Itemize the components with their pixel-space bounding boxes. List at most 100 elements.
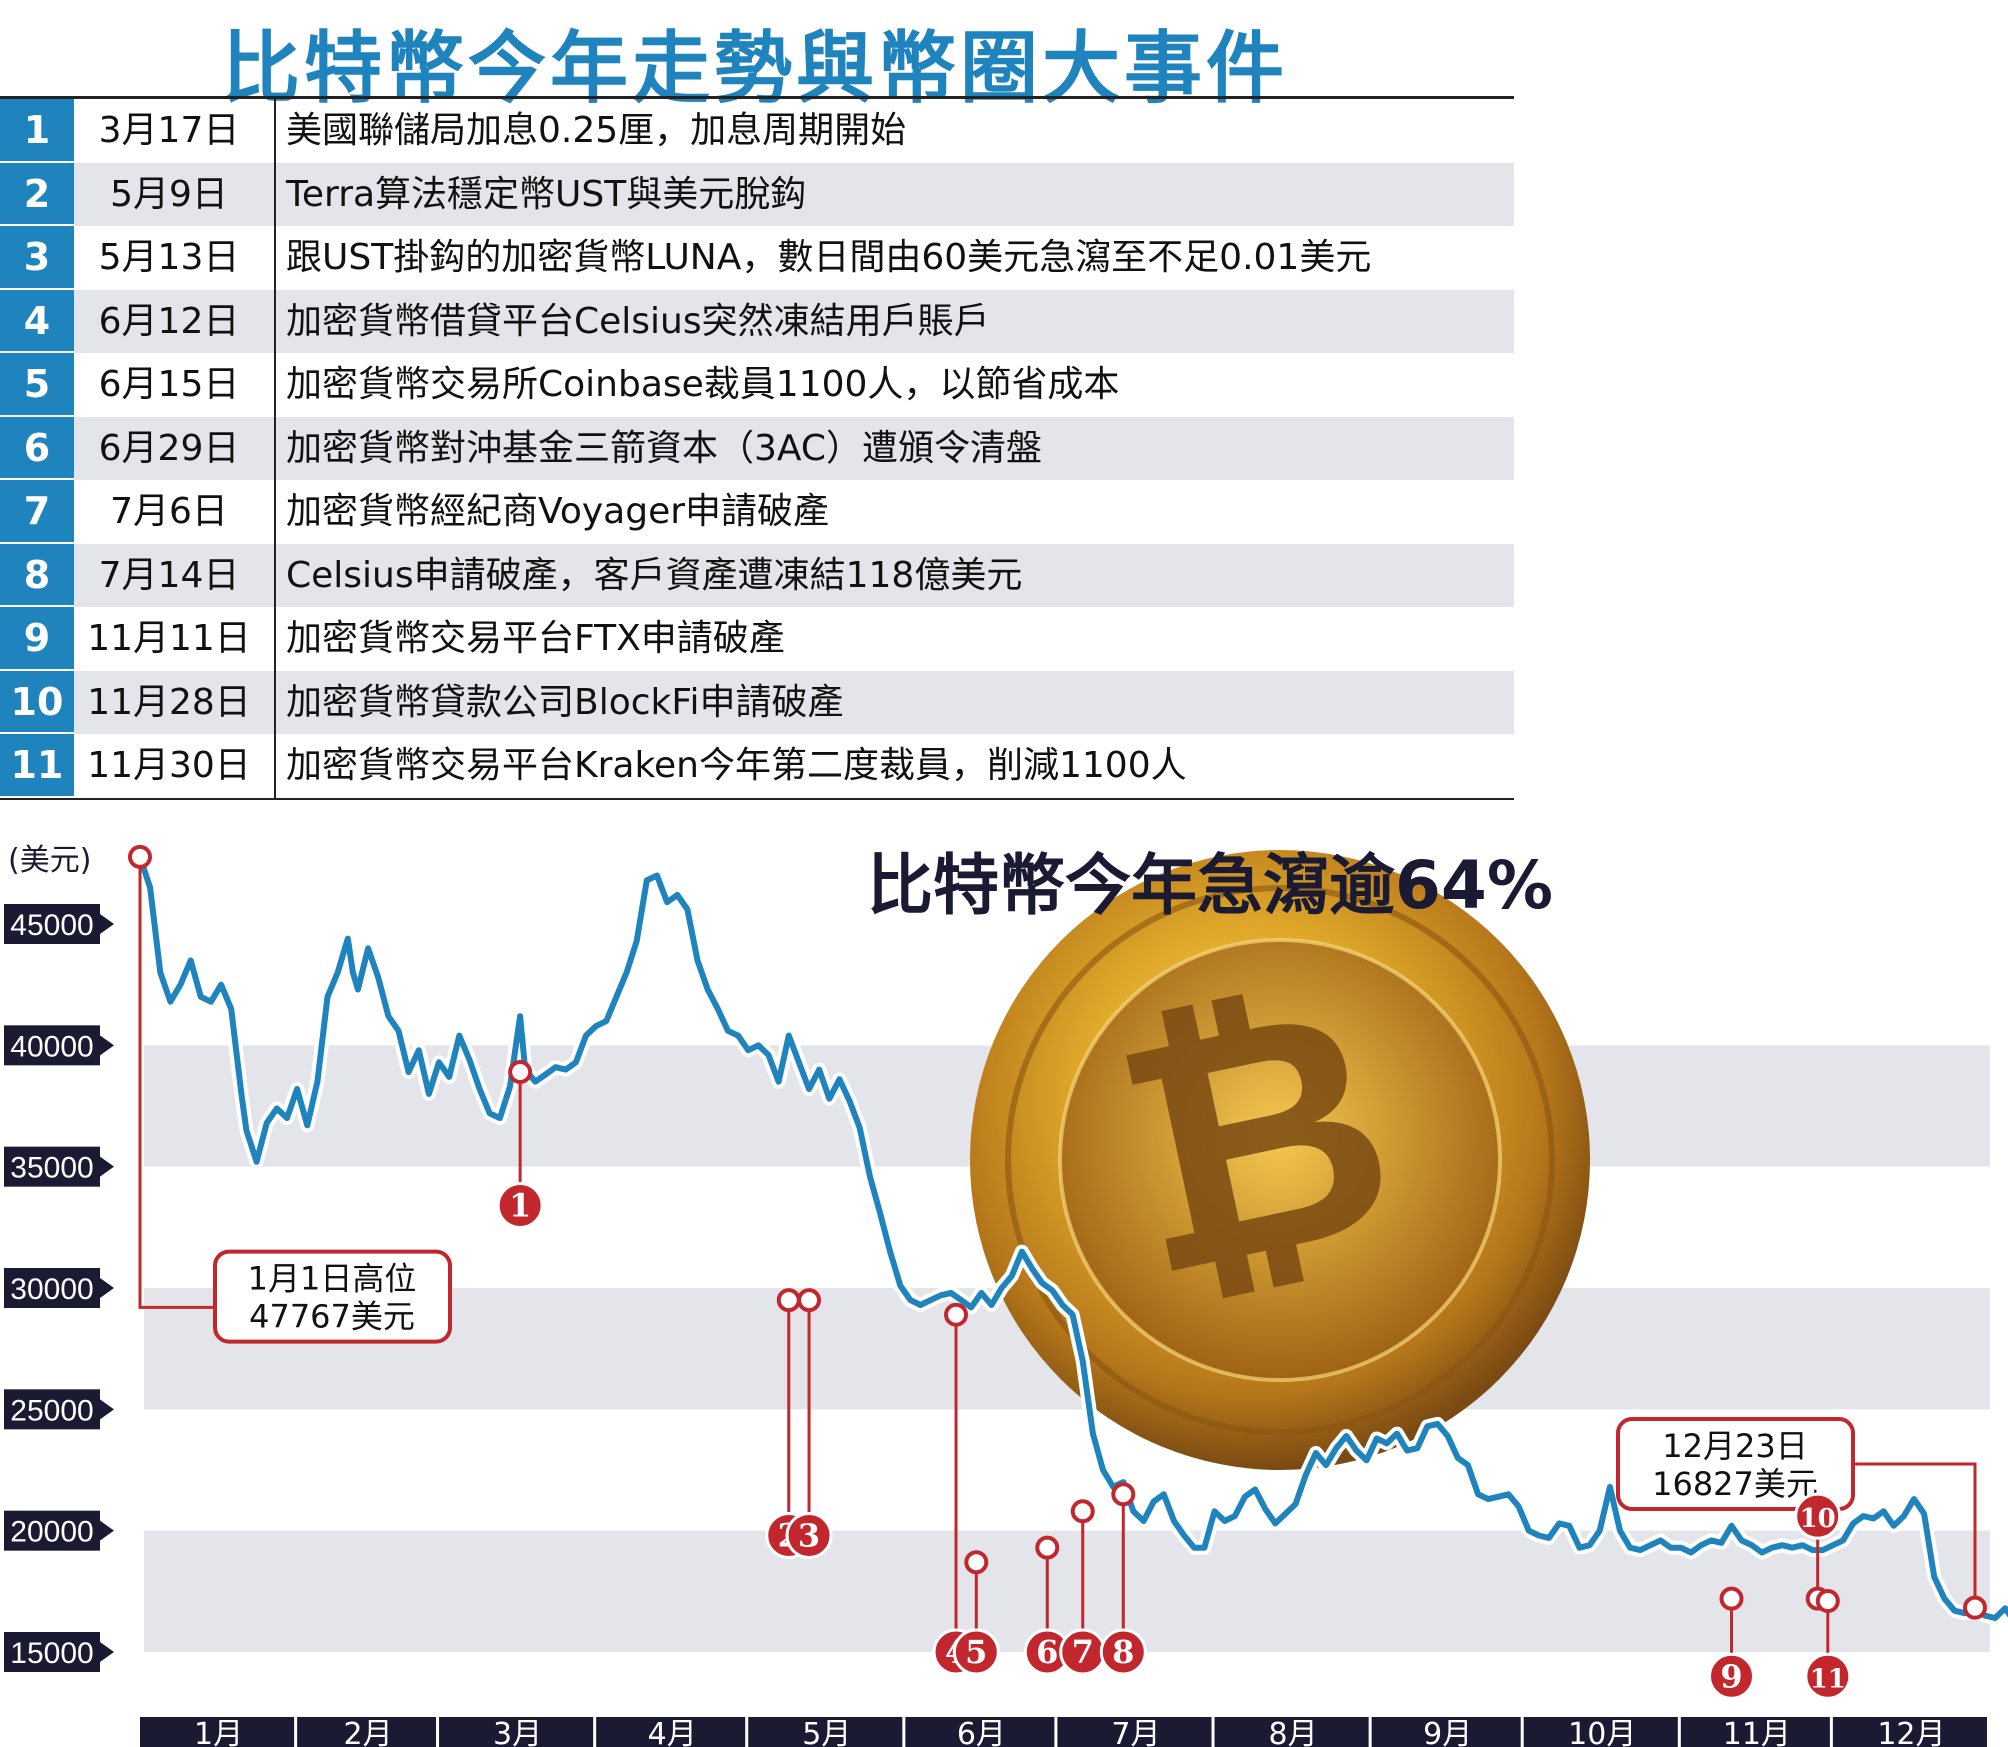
- annotation-leader: [1853, 1462, 1977, 1608]
- x-tick-label: 12月: [1877, 1717, 1945, 1747]
- event-number: 8: [0, 543, 74, 607]
- event-marker: [964, 1550, 989, 1575]
- event-date: 5月13日: [98, 237, 240, 278]
- y-tick-label: 15000: [10, 1637, 93, 1670]
- event-description: 加密貨幣交易平台Kraken今年第二度裁員，削減1100人: [274, 734, 1504, 798]
- y-axis-unit: (美元): [8, 843, 91, 878]
- event-description: 加密貨幣對沖基金三箭資本（3AC）遭頒令清盤: [274, 416, 1504, 480]
- event-number: 4: [0, 289, 74, 353]
- event-row: 11 11月30日 加密貨幣交易平台Kraken今年第二度裁員，削減1100人: [0, 734, 1514, 798]
- event-description: 加密貨幣交易所Coinbase裁員1100人，以節省成本: [274, 353, 1504, 417]
- y-tick-box: [4, 1632, 100, 1672]
- event-badge: [952, 1628, 1000, 1676]
- event-badge-label: 8: [1112, 1633, 1134, 1671]
- event-description: 加密貨幣經紀商Voyager申請破產: [274, 480, 1504, 544]
- x-tick-label: 8月: [1269, 1717, 1318, 1747]
- y-tick-arrow: [100, 1035, 114, 1056]
- event-description: 加密貨幣交易平台FTX申請破產: [274, 607, 1504, 671]
- y-tick-arrow: [100, 1642, 114, 1662]
- event-number: 7: [0, 480, 74, 544]
- event-date: 6月15日: [98, 364, 240, 405]
- annotation-marker: [1963, 1595, 1987, 1620]
- event-marker: [1070, 1499, 1095, 1524]
- x-tick-label: 10月: [1568, 1717, 1636, 1747]
- events-table: 1 3月17日 美國聯儲局加息0.25厘，加息周期開始 2 5月9日 Terra算法穩定幣…: [0, 96, 1514, 800]
- y-tick-box: [4, 1268, 100, 1308]
- event-row: 8 7月14日 Celsius申請破產，客戶資產遭凍結118億美元: [0, 543, 1514, 607]
- event-marker: [797, 1288, 822, 1313]
- x-tick-label: 7月: [1111, 1717, 1160, 1747]
- event-description: Celsius申請破產，客戶資產遭凍結118億美元: [274, 543, 1504, 607]
- page-title: 比特幣今年走勢與幣圈大事件: [221, 24, 1288, 114]
- event-description: 加密貨幣貸款公司BlockFi申請破產: [274, 670, 1504, 734]
- event-date: 7月6日: [110, 491, 228, 532]
- x-tick-label: 4月: [648, 1717, 697, 1747]
- x-tick-label: 3月: [493, 1717, 542, 1747]
- event-date: 5月9日: [110, 173, 228, 215]
- y-tick-arrow: [100, 1278, 114, 1298]
- event-badge: [1804, 1652, 1852, 1700]
- annotation-text: 16827美元: [1652, 1465, 1818, 1503]
- month-cell: [905, 1717, 1055, 1747]
- event-number: 9: [0, 607, 74, 671]
- event-number: 3: [0, 226, 74, 290]
- y-tick-label: 40000: [10, 1030, 93, 1063]
- month-cell: [140, 1717, 295, 1747]
- event-marker: [1111, 1482, 1136, 1507]
- price-line: [137, 855, 2008, 1621]
- y-tick-box: [4, 1389, 100, 1430]
- event-date: 7月14日: [98, 554, 240, 596]
- y-tick-box: [4, 1510, 100, 1551]
- event-number: 10: [0, 670, 74, 734]
- annotation-box: [213, 1249, 452, 1344]
- event-number: 1: [0, 99, 74, 163]
- annotation-text: 12月23日: [1662, 1427, 1807, 1465]
- event-number: 11: [0, 734, 74, 798]
- event-badge-label: 7: [1072, 1633, 1094, 1671]
- annotation-text: 47767美元: [249, 1298, 415, 1336]
- y-tick-label: 20000: [10, 1516, 93, 1549]
- event-badge-label: 1: [509, 1186, 531, 1224]
- event-description: 美國聯儲局加息0.25厘，加息周期開始: [274, 99, 1504, 163]
- y-tick-label: 35000: [10, 1152, 93, 1185]
- event-row: 10 11月28日 加密貨幣貸款公司BlockFi申請破產: [0, 670, 1514, 734]
- month-cell: [748, 1717, 903, 1747]
- month-cell: [1214, 1717, 1369, 1747]
- y-tick-arrow: [100, 1520, 114, 1541]
- month-cell: [1371, 1717, 1521, 1747]
- event-badge: [496, 1181, 544, 1229]
- month-cell: [1057, 1717, 1212, 1747]
- event-row: 7 7月6日 加密貨幣經紀商Voyager申請破產: [0, 480, 1514, 544]
- chart-title: 比特幣今年急瀉逾64%: [867, 847, 1553, 924]
- event-badge: [1099, 1628, 1147, 1676]
- annotation-box: [1616, 1417, 1855, 1512]
- event-badge-label: 11: [1810, 1664, 1846, 1694]
- event-badge-label: 6: [1036, 1633, 1058, 1671]
- y-tick-arrow: [100, 1156, 114, 1177]
- event-row: 3 5月13日 跟UST掛鈎的加密貨幣LUNA，數日間由60美元急瀉至不足0.01美…: [0, 226, 1514, 290]
- x-tick-label: 1月: [194, 1717, 243, 1747]
- y-tick-box: [4, 904, 100, 944]
- event-badge-label: 5: [965, 1633, 987, 1671]
- event-description: 加密貨幣借貸平台Celsius突然凍結用戶賬戶: [274, 289, 1504, 353]
- event-badge: [1708, 1652, 1756, 1700]
- x-tick-label: 5月: [802, 1717, 851, 1747]
- month-cell: [1832, 1717, 1987, 1747]
- month-cell: [439, 1717, 594, 1747]
- y-tick-label: 30000: [10, 1273, 93, 1306]
- x-tick-label: 11月: [1723, 1717, 1791, 1747]
- x-tick-label: 2月: [344, 1717, 393, 1747]
- month-cell: [297, 1717, 437, 1747]
- event-marker: [1035, 1535, 1060, 1560]
- event-marker: [1815, 1589, 1840, 1614]
- event-date: 11月30日: [87, 745, 251, 786]
- event-row: 2 5月9日 Terra算法穩定幣UST與美元脫鈎: [0, 162, 1514, 226]
- annotation-marker: [128, 844, 152, 869]
- event-row: 4 6月12日 加密貨幣借貸平台Celsius突然凍結用戶賬戶: [0, 289, 1514, 353]
- bitcoin-coin-icon: ₿: [970, 850, 1590, 1470]
- event-marker: [944, 1302, 969, 1327]
- y-tick-label: 45000: [10, 909, 93, 942]
- event-row: 1 3月17日 美國聯儲局加息0.25厘，加息周期開始: [0, 99, 1514, 163]
- x-tick-label: 6月: [957, 1717, 1006, 1747]
- event-marker: [508, 1060, 533, 1085]
